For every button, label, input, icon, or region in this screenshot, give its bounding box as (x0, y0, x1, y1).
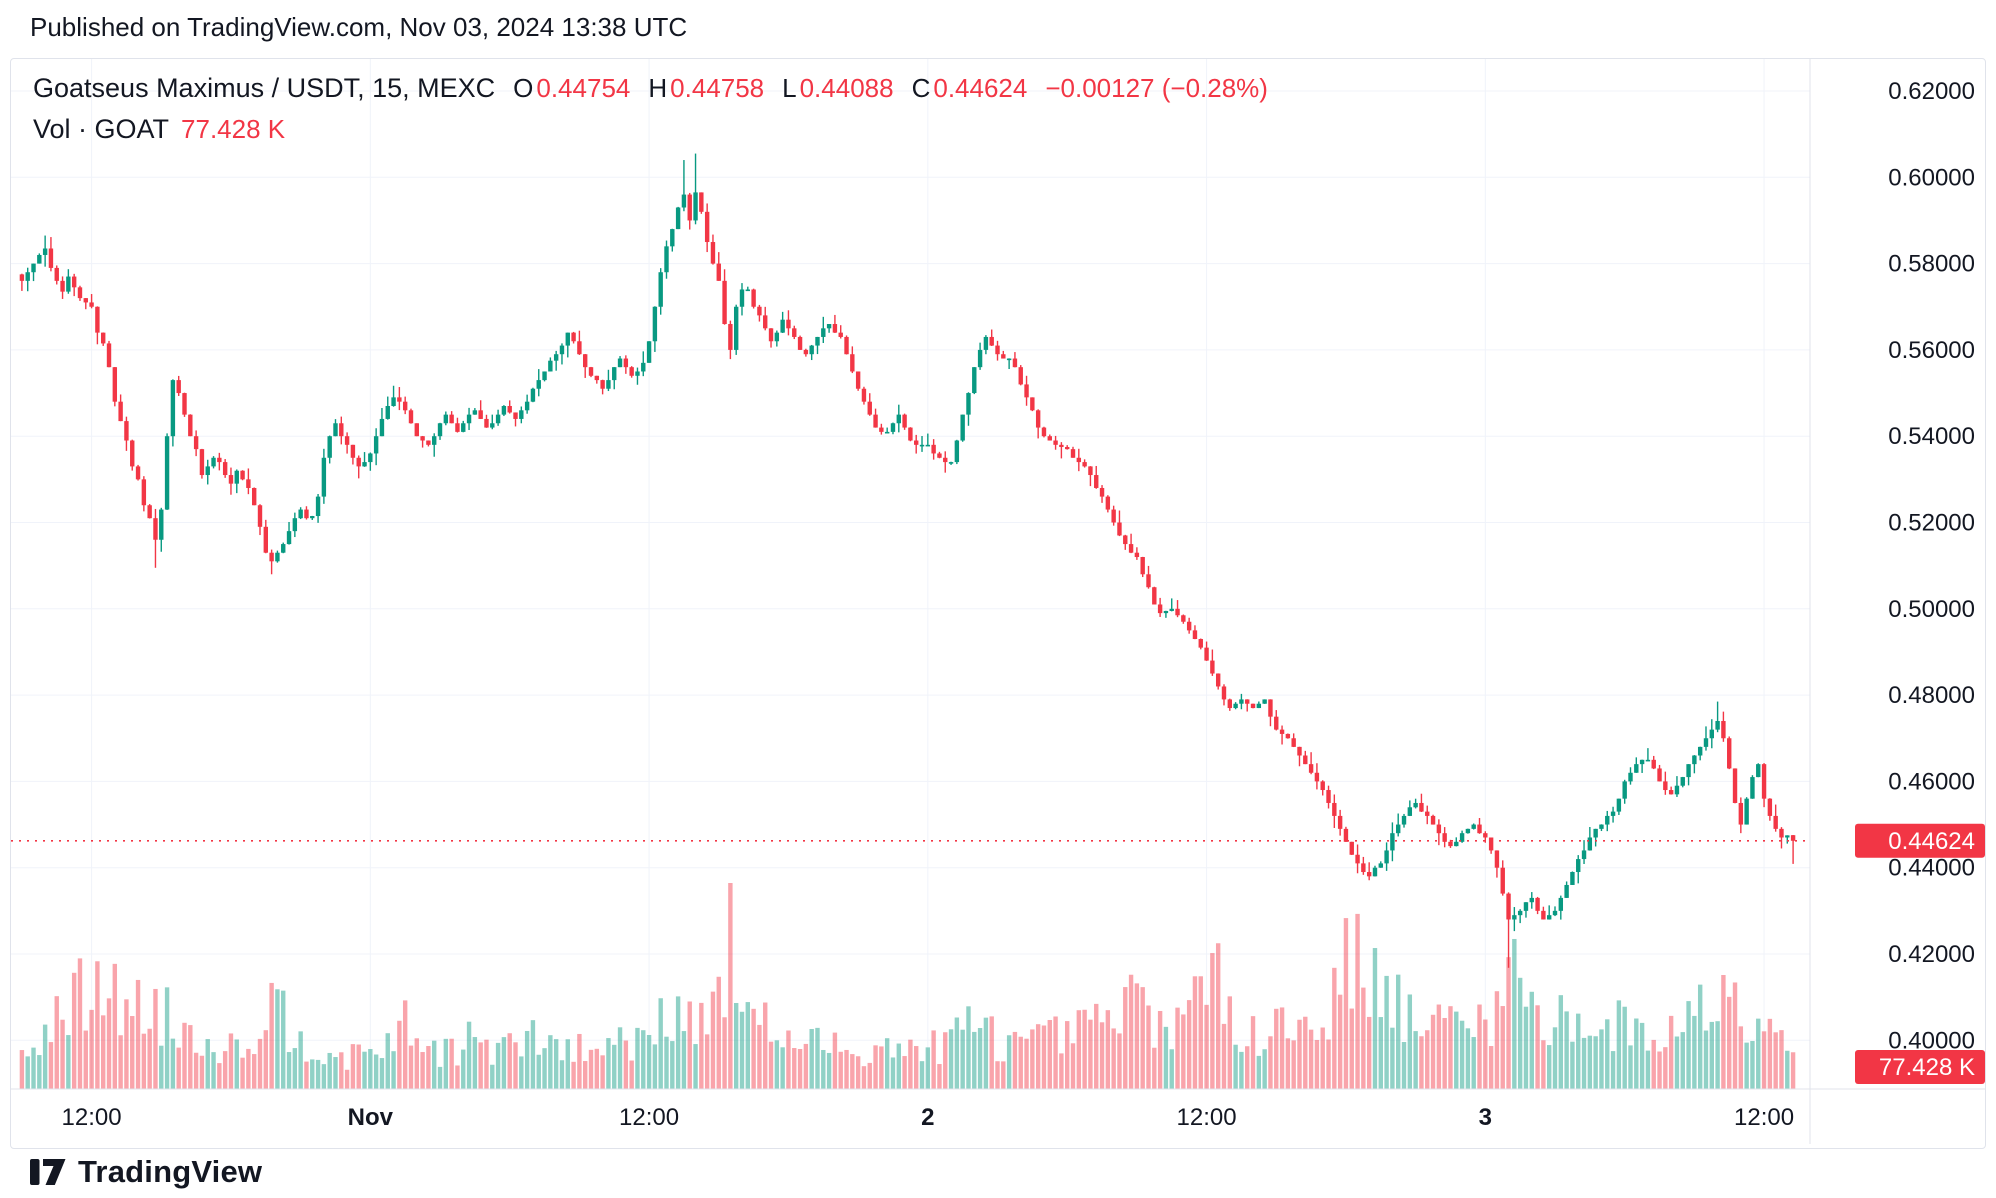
chart-grid (11, 59, 1810, 1089)
symbol-title: Goatseus Maximus / USDT, 15, MEXC (33, 73, 496, 103)
legend-symbol-row: Goatseus Maximus / USDT, 15, MEXC O 0.447… (33, 73, 1268, 104)
tradingview-logo-icon (30, 1158, 66, 1186)
tradingview-brand-text: TradingView (78, 1154, 263, 1189)
volume-value: 77.428 K (181, 114, 286, 144)
close-label: C (911, 73, 931, 103)
svg-text:0.44000: 0.44000 (1888, 855, 1975, 882)
svg-text:0.60000: 0.60000 (1888, 164, 1975, 191)
svg-text:0.40000: 0.40000 (1888, 1027, 1975, 1054)
close-value: 0.44624 (933, 73, 1028, 103)
svg-text:12:00: 12:00 (1734, 1104, 1794, 1131)
svg-text:3: 3 (1479, 1104, 1492, 1131)
svg-text:0.52000: 0.52000 (1888, 510, 1975, 537)
open-value: 0.44754 (536, 73, 631, 103)
svg-text:12:00: 12:00 (62, 1104, 122, 1131)
open-label: O (513, 73, 534, 103)
chart-legend: Goatseus Maximus / USDT, 15, MEXC O 0.447… (33, 73, 1268, 145)
price-chart[interactable]: 0.62000 0.60000 0.58000 0.56000 0.54000 0.520… (11, 59, 1985, 1144)
svg-text:0.62000: 0.62000 (1888, 78, 1975, 105)
volume-label: Vol · GOAT (33, 114, 170, 144)
footer-brand: TradingView (30, 1154, 262, 1190)
low-value: 0.44088 (799, 73, 894, 103)
svg-text:12:00: 12:00 (619, 1104, 679, 1131)
svg-text:0.42000: 0.42000 (1888, 941, 1975, 968)
price-axis[interactable]: 0.62000 0.60000 0.58000 0.56000 0.54000 0.520… (1888, 78, 1975, 1054)
svg-text:0.58000: 0.58000 (1888, 251, 1975, 278)
published-line: Published on TradingView.com, Nov 03, 20… (30, 12, 688, 42)
high-value: 0.44758 (670, 73, 765, 103)
svg-text:0.44624: 0.44624 (1888, 828, 1975, 855)
svg-text:0.50000: 0.50000 (1888, 596, 1975, 623)
volume-badge: 77.428 K (1855, 1050, 1985, 1084)
low-label: L (782, 73, 797, 103)
svg-text:Nov: Nov (348, 1104, 394, 1131)
chart-panel: 0.62000 0.60000 0.58000 0.56000 0.54000 0.520… (10, 58, 1986, 1149)
svg-text:0.56000: 0.56000 (1888, 337, 1975, 364)
volume-bars (19, 883, 1796, 1089)
svg-text:12:00: 12:00 (1177, 1104, 1237, 1131)
legend-volume-row: Vol · GOAT 77.428 K (33, 114, 1268, 145)
svg-text:0.46000: 0.46000 (1888, 768, 1975, 795)
last-price-badge: 0.44624 (1855, 823, 1985, 858)
axis-separators (11, 59, 1985, 1144)
time-axis[interactable]: 12:00 Nov 12:00 2 12:00 3 12:00 (62, 1104, 1795, 1131)
candles[interactable] (19, 153, 1796, 968)
svg-text:2: 2 (921, 1104, 934, 1131)
high-label: H (648, 73, 668, 103)
svg-text:0.48000: 0.48000 (1888, 682, 1975, 709)
change-value: −0.00127 (−0.28%) (1045, 73, 1268, 103)
svg-text:77.428 K: 77.428 K (1879, 1054, 1975, 1081)
svg-text:0.54000: 0.54000 (1888, 423, 1975, 450)
